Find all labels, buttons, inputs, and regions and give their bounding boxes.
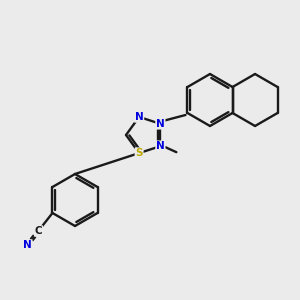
Text: N: N: [156, 119, 165, 129]
Text: N: N: [23, 240, 32, 250]
Text: N: N: [156, 141, 165, 151]
Text: C: C: [35, 226, 42, 236]
Text: N: N: [135, 112, 143, 122]
Text: S: S: [135, 148, 143, 158]
